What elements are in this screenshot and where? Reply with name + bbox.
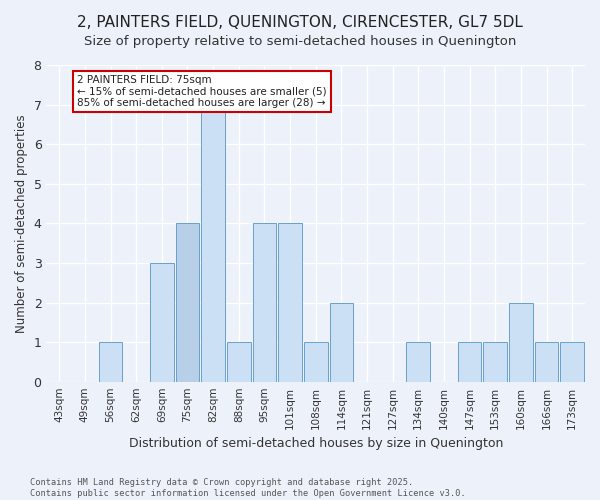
- Y-axis label: Number of semi-detached properties: Number of semi-detached properties: [15, 114, 28, 332]
- Bar: [535, 342, 559, 382]
- Bar: [509, 302, 533, 382]
- Bar: [150, 263, 173, 382]
- Bar: [202, 104, 225, 382]
- Text: 2, PAINTERS FIELD, QUENINGTON, CIRENCESTER, GL7 5DL: 2, PAINTERS FIELD, QUENINGTON, CIRENCEST…: [77, 15, 523, 30]
- Bar: [253, 224, 276, 382]
- Bar: [484, 342, 507, 382]
- Bar: [99, 342, 122, 382]
- Bar: [458, 342, 481, 382]
- Text: Size of property relative to semi-detached houses in Quenington: Size of property relative to semi-detach…: [84, 35, 516, 48]
- Bar: [278, 224, 302, 382]
- Bar: [176, 224, 199, 382]
- Bar: [560, 342, 584, 382]
- Bar: [227, 342, 251, 382]
- Text: Contains HM Land Registry data © Crown copyright and database right 2025.
Contai: Contains HM Land Registry data © Crown c…: [30, 478, 466, 498]
- Text: 2 PAINTERS FIELD: 75sqm
← 15% of semi-detached houses are smaller (5)
85% of sem: 2 PAINTERS FIELD: 75sqm ← 15% of semi-de…: [77, 75, 327, 108]
- Bar: [304, 342, 328, 382]
- Bar: [329, 302, 353, 382]
- X-axis label: Distribution of semi-detached houses by size in Quenington: Distribution of semi-detached houses by …: [128, 437, 503, 450]
- Bar: [406, 342, 430, 382]
